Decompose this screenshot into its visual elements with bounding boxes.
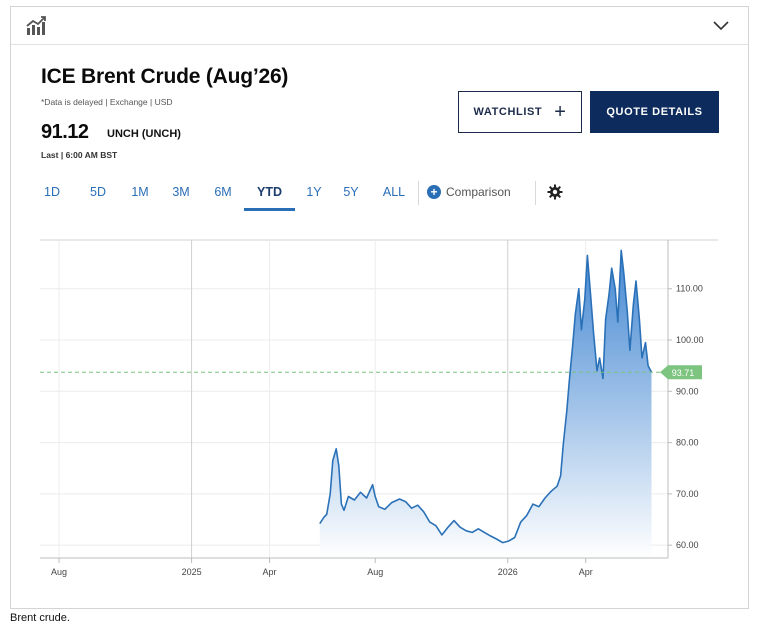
tab-ytd[interactable]: YTD [244,179,295,211]
x-tick-label: Apr [263,567,277,577]
tab-1y[interactable]: 1Y [306,185,322,199]
data-delay-note: *Data is delayed | Exchange | USD [41,97,173,107]
x-tick-label: 2025 [182,567,202,577]
last-price: 91.12 [41,121,89,143]
plus-circle-icon: + [427,185,441,199]
watchlist-label: WATCHLIST [473,106,543,118]
current-value-badge: 93.71 [660,365,702,380]
widget-header [11,7,748,45]
price-line [319,249,653,544]
watchlist-button[interactable]: WATCHLIST + [458,91,582,133]
x-tick-label: Aug [367,567,383,577]
x-tick-label: 2026 [498,567,518,577]
current-value-label: 93.71 [672,368,695,378]
gear-icon[interactable] [547,184,563,200]
price-area [319,250,652,559]
current-value-badge-bg [660,365,702,380]
tab-5d[interactable]: 5D [90,185,106,199]
tab-divider [418,181,419,205]
tab-6m[interactable]: 6M [214,185,232,199]
figure-caption: Brent crude. [10,612,70,624]
x-tick-label: Apr [579,567,593,577]
price-change: UNCH (UNCH) [107,128,181,140]
tab-all[interactable]: ALL [382,185,406,199]
x-tick-label: Aug [51,567,67,577]
y-tick-label: 80.00 [676,438,699,448]
y-tick-label: 60.00 [676,540,699,550]
y-tick-label: 100.00 [676,335,704,345]
tab-3m[interactable]: 3M [172,185,190,199]
chevron-down-icon[interactable] [712,17,730,35]
instrument-title: ICE Brent Crude (Aug’26) [41,65,289,88]
range-tabs: 1D 5D 1M 3M 6M YTD 1Y 5Y ALL + Compariso… [39,179,739,213]
y-tick-label: 90.00 [676,386,699,396]
tab-1m[interactable]: 1M [131,185,149,199]
y-tick-label: 70.00 [676,489,699,499]
comparison-button[interactable]: + Comparison [427,179,511,205]
quote-details-button[interactable]: QUOTE DETAILS [590,91,719,133]
tab-1d[interactable]: 1D [44,185,60,199]
tab-5y[interactable]: 5Y [343,185,359,199]
comparison-label: Comparison [446,185,511,199]
last-update-time: Last | 6:00 AM BST [41,150,118,160]
price-chart[interactable]: 60.00 70.00 80.00 90.00 100.00 110.00 Aug 2025 A… [0,0,775,600]
tab-divider [535,181,536,205]
chart-type-icon[interactable] [25,15,47,37]
plus-icon: + [554,101,567,123]
y-tick-label: 110.00 [676,284,703,294]
